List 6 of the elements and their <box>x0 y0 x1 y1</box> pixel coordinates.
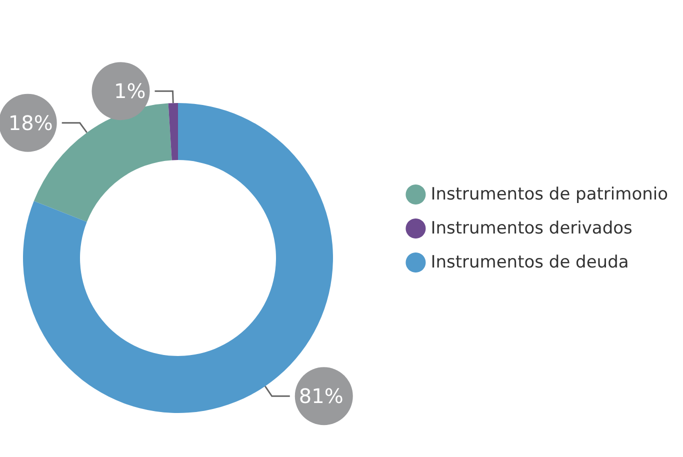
legend-label: Instrumentos de patrimonio <box>430 184 668 204</box>
legend-label: Instrumentos de deuda <box>430 252 629 272</box>
legend-label: Instrumentos derivados <box>430 218 633 238</box>
data-label: 1% <box>114 79 146 104</box>
data-label: 81% <box>298 384 344 408</box>
data-label: 18% <box>8 110 53 135</box>
